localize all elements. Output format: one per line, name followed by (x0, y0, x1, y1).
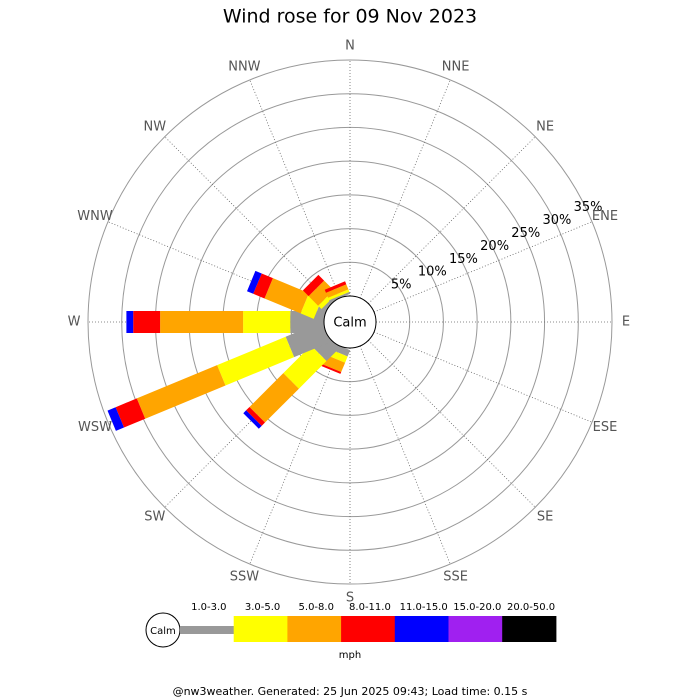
legend-label: 15.0-20.0 (453, 602, 501, 613)
grid-ring (121, 93, 579, 551)
bar-segment (136, 365, 226, 419)
spoke (359, 345, 451, 565)
legend-swatch (448, 616, 503, 642)
bar-segment (126, 311, 134, 333)
bar-segment (247, 270, 262, 294)
legend-calm-label: Calm (150, 626, 176, 637)
direction-label: ESE (593, 420, 618, 435)
bar-segment (283, 345, 327, 389)
bar-segment (253, 273, 273, 299)
direction-label: SSW (230, 569, 260, 584)
bar-segment (217, 336, 295, 386)
bar-segment (264, 278, 309, 314)
bar-segment (160, 311, 244, 333)
bar-segment (326, 284, 349, 298)
bar-segment (133, 311, 161, 333)
bar-segment (302, 274, 325, 297)
direction-label: S (346, 591, 354, 606)
direction-label: SE (537, 510, 553, 525)
calm-label: Calm (333, 316, 366, 331)
bar-segment (328, 289, 350, 301)
bar-segment (329, 291, 351, 303)
footer: @nw3weather. Generated: 25 Jun 2025 09:4… (173, 685, 528, 698)
bar-segment (324, 281, 347, 293)
spoke (368, 136, 536, 304)
chart-title: Wind rose for 09 Nov 2023 (223, 6, 477, 28)
bar-segment (243, 311, 291, 333)
r-tick-label: 5% (391, 278, 412, 293)
legend-label: 1.0-3.0 (191, 602, 226, 613)
direction-label: ENE (592, 209, 618, 224)
r-tick-label: 20% (480, 239, 509, 254)
bar-segment (308, 280, 334, 306)
direction-label: SW (144, 510, 165, 525)
bar-segment (249, 373, 299, 423)
spoke (373, 331, 593, 423)
r-tick-label: 15% (449, 252, 478, 267)
bar-segment (246, 407, 265, 426)
direction-label: WSW (78, 420, 112, 435)
spoke (373, 221, 593, 313)
r-tick-label: 25% (511, 226, 540, 241)
legend-label: 8.0-11.0 (349, 602, 391, 613)
r-tick-label: 10% (418, 265, 447, 280)
legend-label: 3.0-5.0 (245, 602, 280, 613)
direction-label: NE (536, 119, 554, 134)
legend-swatch (180, 626, 235, 634)
legend-label: 20.0-50.0 (507, 602, 555, 613)
legend-label: 11.0-15.0 (400, 602, 448, 613)
legend-swatch (394, 616, 449, 642)
direction-label: W (68, 315, 81, 330)
legend-swatch (341, 616, 396, 642)
legend-label: 5.0-8.0 (299, 602, 334, 613)
direction-label: SSE (443, 569, 468, 584)
r-tick-label: 35% (574, 200, 603, 215)
legend-swatch (502, 616, 557, 642)
bar-segment (320, 363, 342, 374)
bar-segment (115, 398, 146, 428)
direction-label: NW (144, 119, 167, 134)
direction-label: NNE (442, 60, 470, 75)
r-tick-label: 30% (542, 213, 571, 228)
legend-swatch (233, 616, 288, 642)
spoke (368, 340, 536, 508)
spoke (164, 136, 332, 304)
bar-segment (107, 407, 124, 431)
direction-label: E (622, 315, 630, 330)
spoke (249, 79, 341, 299)
legend-swatch (287, 616, 342, 642)
unit-label: mph (339, 650, 361, 661)
bar-segment (243, 410, 262, 429)
spoke (359, 79, 451, 299)
calm-circle (323, 295, 377, 349)
direction-label: WNW (77, 209, 113, 224)
direction-label: N (345, 39, 355, 54)
direction-label: NNW (228, 60, 260, 75)
grid-ring (87, 59, 613, 585)
spoke (249, 345, 341, 565)
